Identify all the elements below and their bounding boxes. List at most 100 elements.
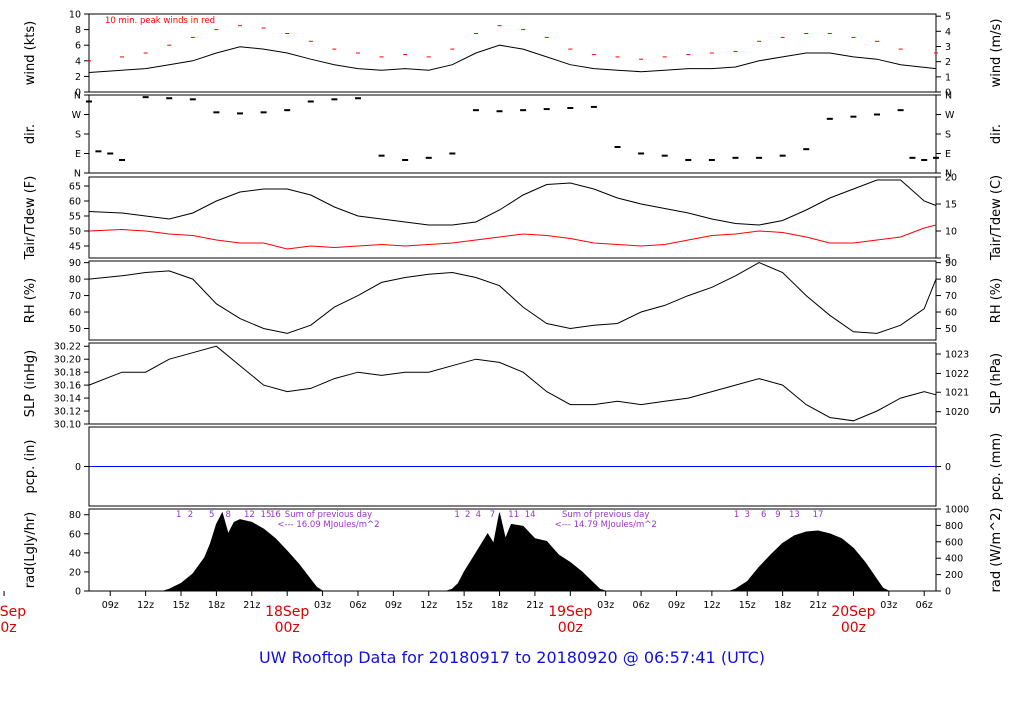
x-tick-label: 03z <box>597 600 614 611</box>
chart-title: UW Rooftop Data for 20180917 to 20180920… <box>258 648 766 667</box>
panel-frame <box>88 176 937 259</box>
left-tick-label: 4 <box>75 56 81 67</box>
series-line <box>88 262 937 334</box>
right-tick-label: 2 <box>945 57 951 68</box>
right-tick-label: 1000 <box>945 505 969 516</box>
left-tick-label: E <box>75 149 81 160</box>
series-line <box>88 179 937 226</box>
left-tick-label: 10 <box>69 10 81 21</box>
right-tick-label: N <box>945 169 952 180</box>
x-tick-label: 12z <box>137 600 154 611</box>
right-tick-label: 60 <box>945 308 957 319</box>
left-tick-label: N <box>74 169 81 180</box>
panel-wind: 0 2 4 6 8 10 0 1 2 3 4 5 wind (kts) wind (m/s) 10 min.… <box>23 10 1004 99</box>
radiation-hour-mark: 2 <box>188 510 193 520</box>
radiation-hour-mark: 14 <box>525 510 536 520</box>
x-tick-label: 09z <box>102 600 119 611</box>
radiation-sum-value: <--- 14.79 MJoules/m^2 <box>555 520 657 530</box>
left-tick-label: 2 <box>75 72 81 83</box>
right-tick-label: E <box>945 149 951 160</box>
y-axis-label-left: Tair/Tdew (F) <box>23 176 38 261</box>
right-tick-label: 400 <box>945 554 963 565</box>
radiation-hour-mark: 15 <box>261 510 272 520</box>
x-day-label: 17Sep <box>0 604 26 620</box>
y-axis-label-right: RH (%) <box>989 278 1004 323</box>
x-tick-label: 21z <box>809 600 826 611</box>
x-day-label: 20Sep <box>831 604 875 620</box>
left-tick-label: 60 <box>69 308 81 319</box>
left-tick-label: 60 <box>69 197 81 208</box>
y-axis-label-left: pcp. (in) <box>23 440 38 494</box>
right-tick-label: 600 <box>945 537 963 548</box>
y-axis-label-left: wind (kts) <box>23 21 38 85</box>
radiation-hour-mark: 2 <box>465 510 470 520</box>
x-tick-label: 18z <box>208 600 225 611</box>
left-tick-label: 30.22 <box>54 342 81 353</box>
left-tick-label: 50 <box>69 227 81 238</box>
right-tick-label: 1021 <box>945 388 969 399</box>
left-tick-label: 30.12 <box>54 407 81 418</box>
right-tick-label: 1020 <box>945 407 969 418</box>
x-tick-label: 06z <box>349 600 366 611</box>
panel-frame <box>88 260 937 341</box>
radiation-hour-mark: 12 <box>244 510 255 520</box>
x-day-time-label: 00z <box>275 620 300 636</box>
y-axis-label-right: wind (m/s) <box>989 19 1004 88</box>
panel-pcp: 0 0 pcp. (in) pcp. (mm) <box>23 426 1004 507</box>
radiation-hour-mark: 11 <box>508 510 519 520</box>
x-tick-label: 06z <box>633 600 650 611</box>
y-axis-label-right: dir. <box>989 124 1004 144</box>
left-tick-label: 30.18 <box>54 368 81 379</box>
left-tick-label: 30.14 <box>54 394 81 405</box>
x-tick-label: 12z <box>703 600 720 611</box>
y-axis-label-right: rad (W/m^2) <box>989 508 1004 593</box>
right-tick-label: 0 <box>945 462 951 473</box>
right-tick-label: 90 <box>945 258 957 269</box>
left-tick-label: 6 <box>75 41 81 52</box>
right-tick-label: 5 <box>945 12 951 23</box>
panel-frame <box>88 94 937 174</box>
x-tick-label: 18z <box>774 600 791 611</box>
left-tick-label: 30.16 <box>54 381 81 392</box>
x-tick-label: 21z <box>526 600 543 611</box>
radiation-hour-mark: 16 <box>270 510 281 520</box>
right-tick-label: 800 <box>945 521 963 532</box>
radiation-hour-mark: 4 <box>476 510 481 520</box>
y-axis-label-left: SLP (inHg) <box>23 350 38 418</box>
right-tick-label: 0 <box>945 587 951 598</box>
left-tick-label: W <box>72 110 82 121</box>
radiation-hour-mark: 8 <box>225 510 230 520</box>
y-axis-label-left: rad(Lgly/hr) <box>23 512 38 588</box>
radiation-hour-mark: 3 <box>745 510 750 520</box>
panel-slp: 30.10 30.12 30.14 30.16 30.18 30.20 30.22 1020 1… <box>23 342 1004 431</box>
left-tick-label: 50 <box>69 324 81 335</box>
right-tick-label: N <box>945 91 952 102</box>
right-tick-label: 80 <box>945 275 957 286</box>
left-tick-label: 45 <box>69 242 81 253</box>
radiation-sum-note: Sum of previous day <box>562 510 649 520</box>
right-tick-label: 200 <box>945 570 963 581</box>
right-tick-label: 1 <box>945 72 951 83</box>
x-tick-label: 18z <box>491 600 508 611</box>
right-tick-label: 70 <box>945 291 957 302</box>
panel-temp: 45 50 55 60 65 5 10 15 20 Tair/Tdew (F) Tair/Tdew … <box>23 173 1004 265</box>
left-tick-label: 20 <box>69 567 81 578</box>
x-tick-label: 15z <box>172 600 189 611</box>
right-tick-label: 20 <box>945 173 957 184</box>
right-tick-label: 1023 <box>945 350 969 361</box>
left-tick-label: 30.10 <box>54 420 81 431</box>
left-tick-label: 70 <box>69 291 81 302</box>
x-axis: 09z 12z 15z 18z 21z 03z 06z 09z 12z 15z 18z 21z 03z 0… <box>0 591 933 636</box>
left-tick-label: 30.20 <box>54 355 81 366</box>
left-tick-label: 0 <box>75 462 81 473</box>
right-tick-label: 10 <box>945 227 957 238</box>
left-tick-label: 90 <box>69 258 81 269</box>
left-tick-label: 40 <box>69 548 81 559</box>
series-area <box>163 511 889 592</box>
right-tick-label: 15 <box>945 200 957 211</box>
left-tick-label: N <box>74 91 81 102</box>
radiation-sum-value: <--- 16.09 MJoules/m^2 <box>277 520 379 530</box>
